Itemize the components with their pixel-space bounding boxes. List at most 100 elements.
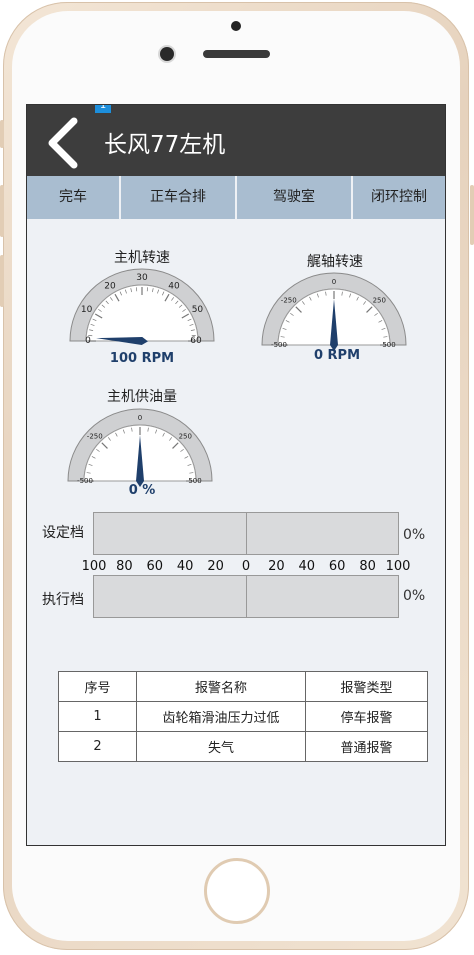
tab-wanche[interactable]: 完车 [27,176,121,219]
gear-scale-label: 60 [328,559,346,574]
gauge-tick [280,336,285,338]
gauge-tick [187,318,192,321]
alarm-name: 失气 [136,731,306,762]
gauge-tick-label: -250 [281,297,297,305]
gauge-tick-label: 30 [136,273,148,283]
gauge-tick [290,312,294,316]
gear-scale-label: 60 [146,559,164,574]
gauge-tick [295,306,302,313]
col-header-alarm-name: 报警名称 [136,671,306,702]
gauge-tick [91,456,96,459]
gauge-tick [86,472,91,474]
gauge-tick [190,329,195,331]
gear-scale-label: 100 [385,559,411,574]
table-row[interactable]: 2 失气 普通报警 [58,731,428,762]
gear-scale-label: 80 [116,559,133,574]
gauge-tick [122,429,125,434]
volume-up-button [0,185,4,237]
gauge-tick-label: -500 [271,341,287,349]
gauge-tick [285,320,290,323]
fuel-supply-gauge: -500 -250 0 250 500 [67,408,213,487]
actual-gear-percent: 0% [403,588,426,604]
table-row[interactable]: 1 齿轮箱滑油压力过低 停车报警 [58,701,428,732]
alarm-type: 普通报警 [305,731,428,762]
gauge-tick [107,437,111,441]
mute-switch [0,120,4,148]
gauge-tick [164,293,170,302]
proximity-sensor [231,21,241,31]
gauge-tick [172,442,179,449]
gear-scale-label: 20 [268,559,285,574]
shaft-speed-value: 0 RPM [313,348,361,363]
gauge-tick [175,300,179,305]
gauge-tick-label: 0 [85,336,91,346]
alarm-index: 2 [58,731,137,762]
fuel-supply-title: 主机供油量 [107,389,177,405]
back-chevron-icon[interactable] [44,117,84,169]
gauge-tick [131,427,133,432]
alarm-table: 序号 报警名称 报警类型 1 齿轮箱滑油压力过低 停车报警 2 失气 普通报警 [58,671,428,762]
gauge-tick-label: 40 [168,282,180,292]
gauge-tick [341,291,343,296]
gear-scale: 100 80 60 40 20 0 20 40 60 80 100 [27,559,445,577]
gauge-tick [169,437,173,441]
tab-bar: 完车 正车合排 驾驶室 闭环控制 [27,176,445,219]
gauge-tick-label: 50 [192,305,204,315]
gauge-tick [325,291,327,296]
gauge-tick [101,442,108,449]
gauge-tick [282,327,287,330]
gear-scale-label: 40 [298,559,316,574]
gauge-tick [114,293,120,302]
app-screen: 长风77左机 1 完车 正车合排 驾驶室 闭环控制 主机转速 0 10 20 30 40… [26,104,446,846]
gauge-tick [90,323,95,326]
actual-gear-center-line [246,576,247,617]
gauge-tick [147,427,149,432]
gauge-tick-label: 60 [190,336,202,346]
fuel-supply-value: 0 % [128,483,156,498]
gauge-tick [378,320,383,323]
gauge-needle [96,337,148,345]
gauge-tick [162,432,165,437]
gear-scale-label: 0 [241,559,251,574]
tab-jiashishi[interactable]: 驾驶室 [237,176,353,219]
gauge-tick [356,296,359,301]
setpoint-gear-center-line [246,513,247,554]
gauge-tick [101,304,106,308]
home-button[interactable] [204,858,270,924]
gauge-tick [162,291,165,296]
gauge-tick-label: -500 [77,477,93,485]
header-bar: 长风77左机 [27,105,445,176]
tab-bihuan-kongzhi[interactable]: 闭环控制 [371,189,427,205]
tab-zhengche-hepai[interactable]: 正车合排 [121,176,237,219]
gauge-tick [349,293,352,298]
setpoint-gear-label: 设定档 [42,525,84,541]
gauge-tick [96,448,100,452]
alarm-type: 停车报警 [305,701,428,732]
gauge-tick [189,472,194,474]
gauge-tick [155,429,158,434]
gauge-tick [152,288,154,293]
alarm-index: 1 [58,701,137,732]
gauge-tick [182,308,186,312]
gauge-tick-label: 0 [138,414,142,422]
gauge-tick-label: 250 [373,297,386,305]
gear-scale-label: 80 [359,559,376,574]
gauge-tick [130,288,132,293]
col-header-index: 序号 [58,671,137,702]
earpiece-speaker [203,50,270,58]
front-camera [160,47,174,61]
setpoint-gear-bar [93,512,399,555]
gauge-tick-label: 500 [188,477,201,485]
actual-gear-label: 执行档 [42,592,84,608]
gauge-needle [136,435,144,487]
gauge-tick [105,300,109,305]
gauge-tick [171,297,175,301]
gauge-tick [187,463,192,466]
volume-down-button [0,255,4,307]
engine-speed-gauge: 0 10 20 30 40 50 60 [69,268,215,346]
gauge-tick [178,304,183,308]
gauge-tick [124,289,127,294]
gauge-tick [88,463,93,466]
actual-gear-bar [93,575,399,618]
gauge-tick [98,308,102,312]
